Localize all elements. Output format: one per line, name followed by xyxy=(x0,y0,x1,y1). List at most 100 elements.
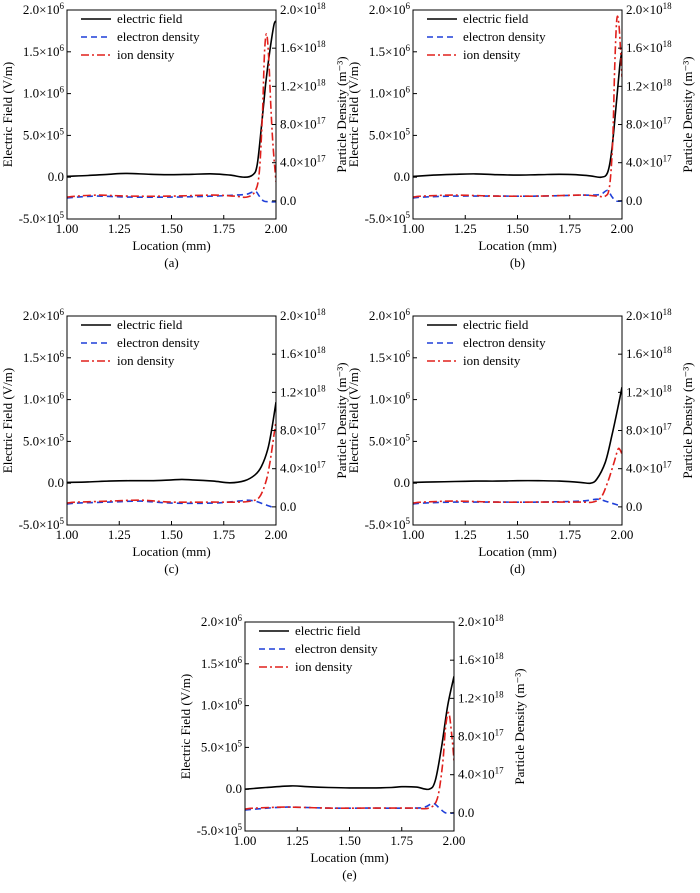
right-tick-label: 1.2×1018 xyxy=(458,689,504,705)
right-tick-label: 8.0×1017 xyxy=(458,728,504,744)
left-tick-label: 1.5×106 xyxy=(23,43,65,59)
left-tick-label: -5.0×105 xyxy=(19,210,65,226)
right-tick-label: 1.2×1018 xyxy=(626,77,672,93)
right-axis-label: Particle Density (m⁻³) xyxy=(680,362,695,478)
right-tick-label: 4.0×1017 xyxy=(458,766,504,782)
legend-label: electron density xyxy=(463,335,546,350)
right-tick-label: 0.0 xyxy=(280,193,296,208)
left-tick-label: 5.0×105 xyxy=(201,738,243,754)
right-tick-label: 2.0×1018 xyxy=(458,613,504,629)
series-line-ion-density xyxy=(67,420,276,504)
series-line-electron-density xyxy=(413,189,622,203)
series-line-electric-field xyxy=(245,676,454,791)
right-tick-label: 1.2×1018 xyxy=(280,383,326,399)
right-tick-label: 0.0 xyxy=(280,499,296,514)
left-tick-label: -5.0×105 xyxy=(365,516,411,532)
left-tick-label: 2.0×106 xyxy=(23,307,65,323)
panel-c: 1.00 1.25 1.50 1.75 2.00 -5.0×105 0.0 5.0×105 1.… xyxy=(0,307,349,576)
right-tick-label: 8.0×1017 xyxy=(280,116,326,132)
legend-label: ion density xyxy=(463,353,521,368)
left-tick-label: 2.0×106 xyxy=(201,613,243,629)
right-axis-label: Particle Density (m⁻³) xyxy=(680,56,695,172)
series-line-electric-field xyxy=(67,20,276,179)
series-line-electric-field xyxy=(67,401,276,484)
x-tick-label: 1.75 xyxy=(558,527,581,542)
right-tick-label: 2.0×1018 xyxy=(626,307,672,323)
right-tick-label: 4.0×1017 xyxy=(626,154,672,170)
legend-label: electric field xyxy=(463,11,529,26)
x-tick-label: 1.75 xyxy=(558,221,581,236)
x-tick-label: 1.75 xyxy=(212,527,235,542)
x-tick-label: 1.00 xyxy=(56,527,79,542)
series-line-electric-field xyxy=(413,386,622,485)
left-tick-label: 1.5×106 xyxy=(369,43,411,59)
x-tick-label: 2.00 xyxy=(265,221,288,236)
legend-label: electron density xyxy=(117,29,200,44)
left-tick-label: 5.0×105 xyxy=(369,432,411,448)
x-tick-label: 1.00 xyxy=(234,833,257,848)
right-tick-label: 1.6×1018 xyxy=(626,345,672,361)
left-tick-label: 2.0×106 xyxy=(369,1,411,17)
right-tick-label: 4.0×1017 xyxy=(280,154,326,170)
left-axis-label: Electric Field (V/m) xyxy=(346,368,361,473)
x-axis-label: Location (mm) xyxy=(478,544,556,559)
x-tick-label: 2.00 xyxy=(443,833,466,848)
x-tick-label: 1.75 xyxy=(390,833,413,848)
right-axis-label: Particle Density (m⁻³) xyxy=(334,362,349,478)
right-axis-label: Particle Density (m⁻³) xyxy=(512,668,527,784)
x-tick-label: 1.25 xyxy=(108,221,131,236)
x-tick-label: 1.50 xyxy=(160,527,183,542)
left-tick-label: 0.0 xyxy=(394,475,410,490)
right-tick-label: 1.2×1018 xyxy=(626,383,672,399)
right-tick-label: 8.0×1017 xyxy=(626,422,672,438)
left-tick-label: 1.0×106 xyxy=(23,391,65,407)
series-line-ion-density xyxy=(413,447,622,504)
panel-label: (b) xyxy=(510,255,525,270)
legend-label: ion density xyxy=(463,47,521,62)
right-tick-label: 2.0×1018 xyxy=(280,307,326,323)
panel-label: (d) xyxy=(510,561,525,576)
left-tick-label: 1.0×106 xyxy=(201,697,243,713)
left-tick-label: 1.0×106 xyxy=(23,85,65,101)
panel-e: 1.00 1.25 1.50 1.75 2.00 -5.0×105 0.0 5.0×105 1.… xyxy=(178,613,527,882)
legend-label: electric field xyxy=(117,11,183,26)
x-axis-label: Location (mm) xyxy=(132,544,210,559)
x-tick-label: 1.25 xyxy=(454,221,477,236)
x-tick-label: 1.50 xyxy=(160,221,183,236)
right-tick-label: 1.6×1018 xyxy=(280,39,326,55)
x-axis-label: Location (mm) xyxy=(310,850,388,865)
left-tick-label: 1.5×106 xyxy=(369,349,411,365)
right-tick-label: 4.0×1017 xyxy=(626,460,672,476)
left-tick-label: 1.0×106 xyxy=(369,391,411,407)
series-line-ion-density xyxy=(413,15,622,198)
left-tick-label: 5.0×105 xyxy=(23,432,65,448)
right-tick-label: 1.6×1018 xyxy=(626,39,672,55)
left-axis-label: Electric Field (V/m) xyxy=(178,674,193,779)
left-tick-label: 0.0 xyxy=(226,781,242,796)
legend-label: electron density xyxy=(117,335,200,350)
series-line-ion-density xyxy=(245,711,454,810)
panel-label: (c) xyxy=(164,561,178,576)
left-tick-label: -5.0×105 xyxy=(365,210,411,226)
panel-b: 1.00 1.25 1.50 1.75 2.00 -5.0×105 0.0 5.0×105 1.… xyxy=(346,1,695,270)
x-tick-label: 2.00 xyxy=(611,527,634,542)
left-tick-label: 5.0×105 xyxy=(369,126,411,142)
x-tick-label: 1.25 xyxy=(108,527,131,542)
left-tick-label: 1.0×106 xyxy=(369,85,411,101)
left-tick-label: 1.5×106 xyxy=(201,655,243,671)
right-tick-label: 1.6×1018 xyxy=(280,345,326,361)
x-tick-label: 1.25 xyxy=(286,833,309,848)
legend-label: electric field xyxy=(117,317,183,332)
left-tick-label: 0.0 xyxy=(394,169,410,184)
right-tick-label: 2.0×1018 xyxy=(626,1,672,17)
legend-label: ion density xyxy=(295,659,353,674)
panel-label: (a) xyxy=(164,255,178,270)
right-axis-label: Particle Density (m⁻³) xyxy=(334,56,349,172)
left-axis-label: Electric Field (V/m) xyxy=(346,62,361,167)
left-tick-label: -5.0×105 xyxy=(197,822,243,838)
series-line-electron-density xyxy=(67,190,276,203)
x-tick-label: 2.00 xyxy=(265,527,288,542)
x-tick-label: 1.25 xyxy=(454,527,477,542)
right-tick-label: 8.0×1017 xyxy=(626,116,672,132)
